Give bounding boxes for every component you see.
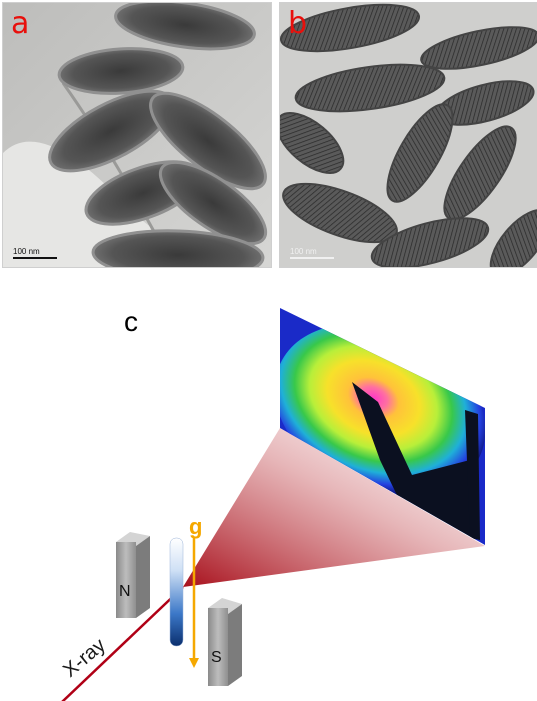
beamstop (352, 382, 475, 545)
nanorod (420, 26, 537, 70)
panel-label-b: b (288, 6, 308, 41)
tem-micrograph-b (280, 3, 537, 267)
xray-label: X-ray (59, 634, 110, 682)
tem-image-b: b 100 nm (279, 2, 537, 268)
nanorod (280, 112, 345, 174)
nanorod (386, 103, 454, 203)
gravity-label: g (189, 514, 202, 539)
nanorod (370, 217, 490, 267)
panel-label-a: a (11, 6, 30, 41)
scale-bar-b: 100 nm (290, 247, 334, 259)
gravity-arrow: g (189, 514, 202, 668)
scale-bar-label-a: 100 nm (13, 247, 40, 256)
nanorod (57, 47, 185, 95)
nanorod (489, 209, 537, 267)
magnet-south-label: S (211, 649, 222, 666)
magnet-south: S (208, 598, 242, 686)
scale-bar-line-b (290, 257, 334, 259)
scale-bar-line-a (13, 257, 57, 259)
scattering-cone (183, 428, 485, 587)
tem-image-a: a 100 nm (2, 2, 272, 268)
nanorod (294, 63, 446, 113)
nanorod (149, 91, 267, 191)
nanorod (158, 160, 268, 246)
scale-bar-label-b: 100 nm (290, 247, 317, 256)
scale-bar-a: 100 nm (13, 247, 57, 259)
nanorod (91, 229, 265, 267)
magnet-north-label: N (119, 583, 131, 600)
nanorod (114, 3, 256, 51)
nanorod (280, 3, 421, 53)
magnet-north: N (116, 532, 150, 618)
saxs-setup-diagram: X-ray N g S (59, 308, 485, 701)
xray-beam (61, 586, 184, 701)
sample-capillary (169, 537, 184, 647)
tem-micrograph-a (3, 3, 271, 267)
panel-label-c: c (124, 306, 138, 337)
